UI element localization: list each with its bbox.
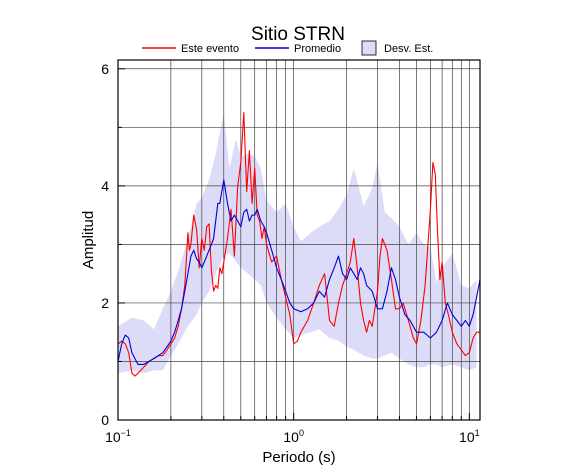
x-tick-label: 101 [459, 428, 480, 445]
x-tick-label: 100 [283, 428, 304, 445]
y-tick-label: 0 [101, 412, 109, 428]
plot-frame [117, 59, 481, 421]
legend: Este evento Promedio Desv. Est. [142, 40, 433, 56]
y-axis-label: Amplitud [80, 211, 97, 269]
x-tick-label: 10−1 [105, 428, 131, 445]
y-tick-label: 4 [101, 178, 109, 194]
chart-title: Sitio STRN [251, 24, 345, 45]
y-tick-label: 6 [101, 61, 109, 77]
legend-label-band: Desv. Est. [384, 43, 433, 55]
legend-label-mean: Promedio [294, 43, 341, 55]
legend-label-event: Este evento [181, 43, 239, 55]
mean-line [117, 179, 481, 365]
x-axis-label: Periodo (s) [262, 449, 335, 466]
y-tick-label: 2 [101, 295, 109, 311]
std-dev-band [118, 112, 477, 374]
legend-swatch-band [361, 40, 377, 56]
